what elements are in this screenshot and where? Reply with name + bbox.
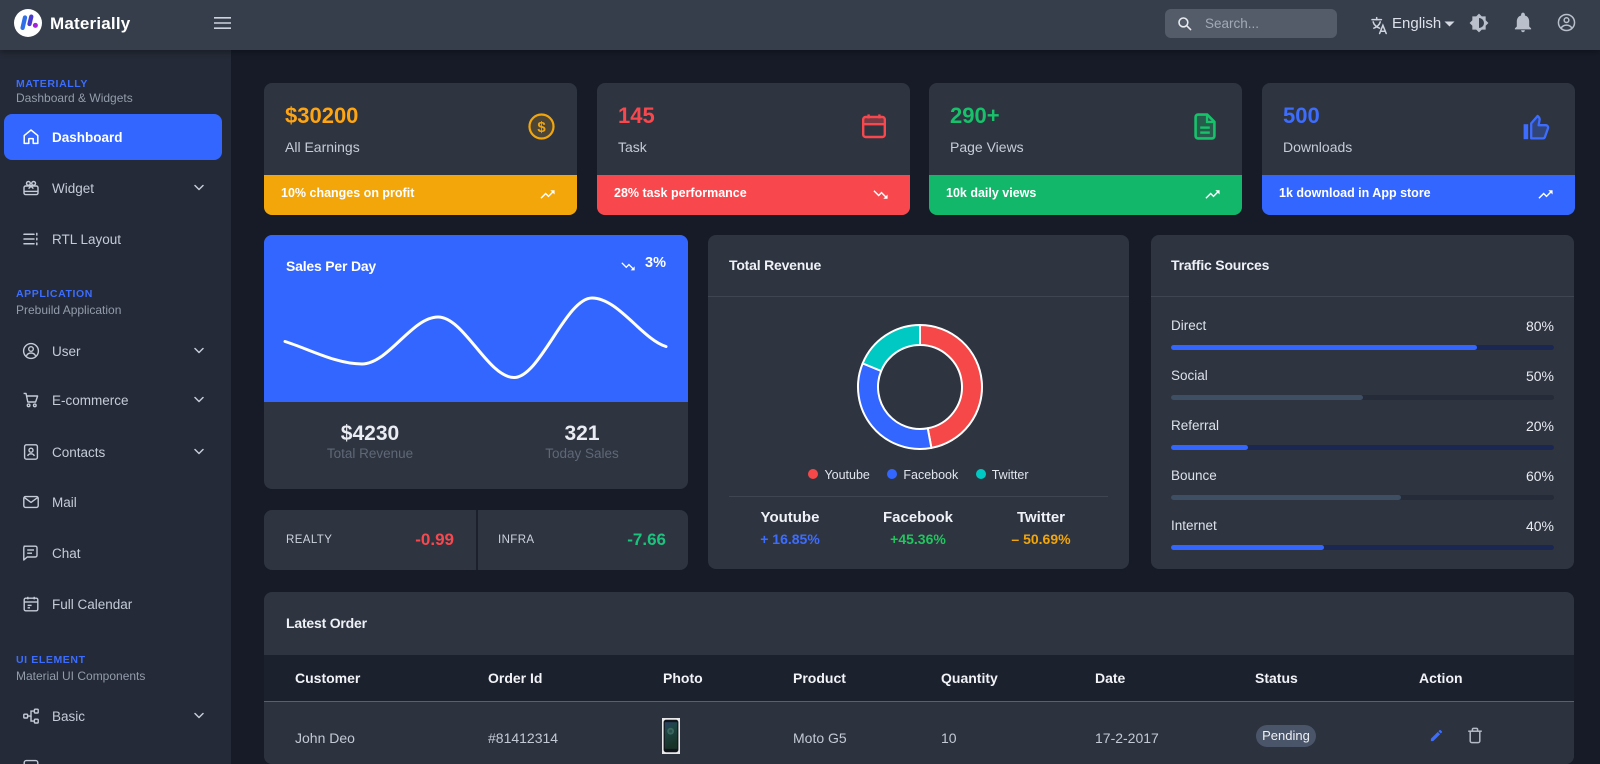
svg-text:$: $	[537, 119, 546, 136]
